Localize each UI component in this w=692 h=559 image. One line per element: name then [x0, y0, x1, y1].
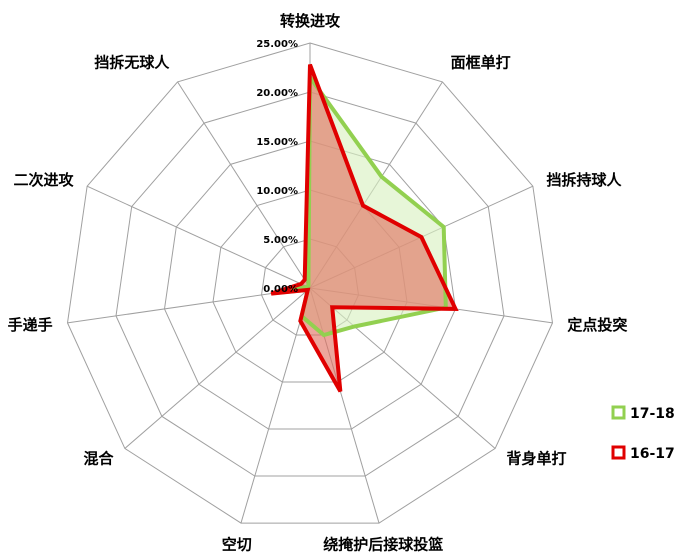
category-label: 定点投突	[567, 316, 627, 334]
grid-spoke	[124, 287, 311, 449]
series-area-16-17	[271, 64, 456, 392]
category-label: 绕掩护后接球投篮	[323, 535, 443, 553]
grid-ring	[66, 42, 554, 524]
radial-tick-labels: 0.00% 5.00% 10.00% 15.00% 20.00% 25.00%	[256, 39, 298, 295]
category-label: 二次进攻	[13, 171, 74, 189]
category-label: 挡拆无球人	[94, 53, 170, 71]
series-line-16-17	[270, 63, 459, 393]
series-layer	[270, 63, 459, 393]
category-label: 转换进攻	[280, 12, 341, 30]
grid-ring	[163, 140, 457, 430]
tick-label: 15.00%	[256, 137, 298, 148]
legend-label: 16-17	[630, 446, 675, 462]
tick-label: 5.00%	[263, 235, 298, 246]
category-label: 面框单打	[451, 53, 511, 71]
category-label: 空切	[222, 535, 252, 553]
legend: 17-18 16-17	[611, 405, 675, 462]
category-label: 混合	[83, 449, 114, 467]
tick-label: 25.00%	[256, 39, 298, 50]
tick-label: 10.00%	[256, 186, 298, 197]
legend-label: 17-18	[630, 406, 675, 422]
grid-spoke	[177, 81, 311, 289]
tick-label: 20.00%	[256, 88, 298, 99]
category-label: 手递手	[8, 316, 53, 334]
legend-swatch-17-18	[611, 405, 626, 420]
series-line-17-18	[275, 71, 448, 338]
category-label: 背身单打	[506, 449, 566, 467]
legend-swatch-16-17	[611, 445, 626, 460]
category-label: 挡拆持球人	[547, 171, 623, 189]
grid-ring	[115, 91, 505, 477]
grid-spoke	[67, 287, 311, 324]
grid-spoke	[86, 185, 311, 289]
grid-spoke	[240, 287, 311, 524]
tick-label: 0.00%	[263, 284, 298, 295]
